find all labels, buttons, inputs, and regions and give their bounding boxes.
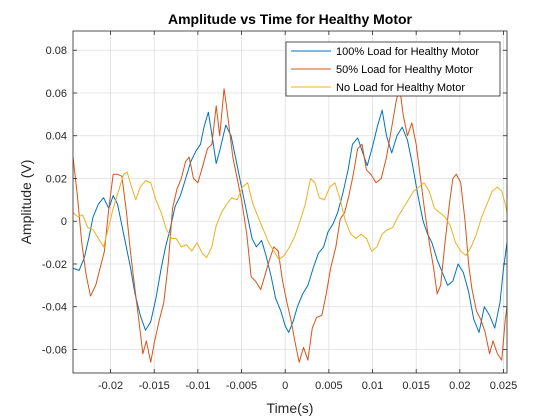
y-tick-label: -0.02 bbox=[42, 259, 67, 271]
x-axis-title: Time(s) bbox=[267, 400, 314, 416]
y-tick-label: 0 bbox=[61, 216, 67, 228]
legend-label-no-load: No Load for Healthy Motor bbox=[336, 82, 465, 94]
legend-label-50-load: 50% Load for Healthy Motor bbox=[336, 64, 473, 76]
y-tick-label: -0.04 bbox=[42, 302, 67, 314]
x-tick-label: -0.01 bbox=[185, 380, 210, 392]
y-tick-label: -0.06 bbox=[42, 344, 67, 356]
x-tick-label: 0.025 bbox=[490, 380, 518, 392]
chart-title: Amplitude vs Time for Healthy Motor bbox=[168, 11, 413, 27]
x-tick-label: -0.02 bbox=[98, 380, 123, 392]
x-tick-label: 0 bbox=[282, 380, 288, 392]
x-tick-label: -0.005 bbox=[226, 380, 257, 392]
y-tick-label: 0.02 bbox=[46, 173, 67, 185]
x-tick-label: 0.01 bbox=[362, 380, 383, 392]
y-tick-label: 0.06 bbox=[46, 88, 67, 100]
legend-label-100-load: 100% Load for Healthy Motor bbox=[336, 46, 479, 58]
x-tick-label: 0.02 bbox=[449, 380, 470, 392]
x-tick-label: 0.005 bbox=[315, 380, 343, 392]
y-tick-label: 0.08 bbox=[46, 45, 67, 57]
x-tick-label: 0.015 bbox=[402, 380, 430, 392]
y-tick-label: 0.04 bbox=[46, 131, 67, 143]
x-tick-label: -0.015 bbox=[139, 380, 170, 392]
legend: 100% Load for Healthy Motor 50% Load for… bbox=[286, 42, 500, 96]
y-axis-title: Amplitude (V) bbox=[18, 160, 34, 245]
